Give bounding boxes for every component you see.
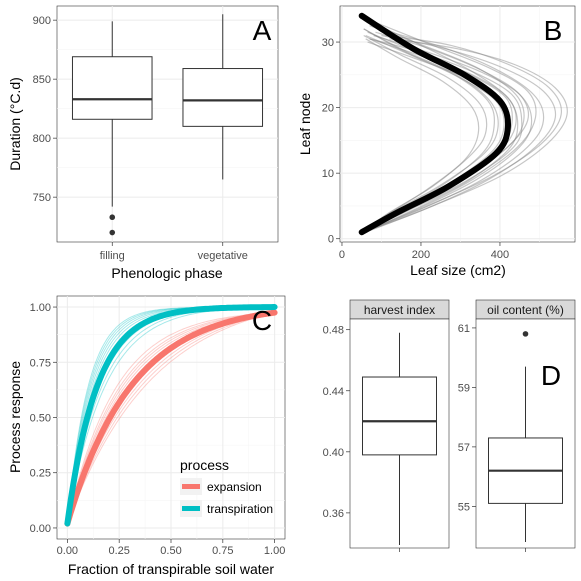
panel-b-individual-line [361,34,488,233]
panel-b-plot-area [339,5,576,243]
panel-d-y-ticks: 0.36 0.40 0.44 0.48 55 57 59 61 [323,323,526,552]
panel-a-x-axis-label: Phenologic phase [111,265,223,281]
panel-c-expansion-individual-line [66,312,275,524]
panel-c-transpiration-mean-line [64,304,278,527]
panel-d-harvest-index-y-tick-label: 0.48 [323,325,344,337]
panel-c-y-ticks: 0.00 0.25 0.50 0.75 1.00 [30,302,57,535]
panel-d-oil-content-y-tick-label: 61 [458,323,470,335]
panel-b-y-tick-label: 20 [322,103,334,115]
panel-c-y-tick-label: 1.00 [30,302,51,314]
panel-b-individual-line [363,34,557,233]
panel-c-legend: process expansion transpiration [180,457,273,517]
panel-d: harvest index oil content (%) 0.360.400.… [323,299,576,552]
panel-d-harvest-index-y-tick-label: 0.36 [323,508,344,520]
panel-c-y-tick-label: 0.00 [30,523,51,535]
panel-a-letter: A [253,15,272,46]
panel-d-boxes [362,331,563,545]
panel-b-individual-line [361,38,480,233]
panel-b-individual-line [363,21,537,233]
panel-a-y-tick-label: 750 [33,192,51,204]
panel-b-y-tick-label: 10 [322,168,334,180]
panel-b-individual-line [363,34,533,233]
panel-c-y-tick-label: 0.25 [30,468,51,480]
legend-title: process [180,457,229,473]
panel-a-boxes [71,14,264,236]
panel-d-oil-content-y-tick-label: 55 [458,501,470,513]
panel-b-individual-line [363,28,499,233]
panel-b: 0 10 20 30 0 200 400 Leaf size (cm2) Leaf nod… [297,5,576,278]
panel-a-filling-outlier [109,214,116,221]
panel-d-harvest-index-y-tick-label: 0.40 [323,447,344,459]
panel-c-lines [64,304,278,527]
facet-label-harvest-index: harvest index [364,303,435,317]
panel-b-mean-line [358,12,512,236]
panel-d-oil-content-outlier [522,331,529,337]
panel-b-individual-line [363,28,545,233]
panel-a-y-axis-label: Duration (°C.d) [7,77,23,171]
facet-label-oil-content: oil content (%) [487,303,564,317]
panel-b-x-tick-label: 0 [339,249,345,261]
legend-entry-transpiration: transpiration [207,502,273,516]
panel-b-lines [358,12,568,236]
panel-c-grid [57,296,285,539]
panel-b-x-tick-label: 200 [412,249,430,261]
panel-a-y-tick-label: 900 [33,15,51,27]
panel-a: 750 800 850 900 filling vegetative Phenologi… [7,5,279,281]
panel-c-x-tick-label: 0.00 [57,545,78,557]
panel-a-y-tick-label: 850 [33,74,51,86]
panel-a-y-ticks: 750 800 850 900 [33,15,57,204]
panel-a-x-ticks: filling vegetative [100,242,248,262]
panel-b-x-tick-label: 400 [491,249,509,261]
panel-c-x-ticks: 0.00 0.25 0.50 0.75 1.00 [57,539,285,557]
panel-d-letter: D [541,360,561,391]
panel-b-x-ticks: 0 200 400 [339,242,509,261]
panel-b-letter: B [544,15,563,46]
panel-b-individual-line [363,34,563,233]
legend-entry-expansion: expansion [207,480,262,494]
panel-a-vegetative-box [182,68,264,127]
panel-c-y-axis-label: Process response [7,361,23,473]
panel-b-y-ticks: 0 10 20 30 [322,37,340,246]
panel-d-oil-content-y-tick-label: 59 [458,382,470,394]
panel-a-filling-box [71,56,153,120]
panel-c-x-tick-label: 1.00 [264,545,285,557]
panel-c: 0.00 0.25 0.50 0.75 1.00 0.00 0.25 0.50 0.75 1.0… [7,295,285,577]
panel-b-x-axis-label: Leaf size (cm2) [410,262,506,278]
panel-b-y-tick-label: 0 [328,234,334,246]
panel-c-x-axis-label: Fraction of transpirable soil water [68,561,275,577]
panel-a-x-tick-label: vegetative [198,250,248,262]
panel-a-y-tick-label: 800 [33,133,51,145]
panel-d-oil-content-y-tick-label: 57 [458,442,470,454]
panel-c-x-tick-label: 0.75 [212,545,233,557]
panel-b-individual-line [365,38,568,233]
panel-d-harvest-index-box [362,376,437,456]
panel-c-expansion-individual-line [66,312,275,524]
panel-c-x-tick-label: 0.50 [160,545,181,557]
panel-d-harvest-index-y-tick-label: 0.44 [323,386,344,398]
panel-c-y-tick-label: 0.50 [30,413,51,425]
panel-c-x-tick-label: 0.25 [108,545,129,557]
panel-b-y-tick-label: 30 [322,37,334,49]
panel-a-filling-outlier [109,229,116,236]
panel-b-y-axis-label: Leaf node [297,93,313,155]
panel-c-expansion-mean-line [64,309,278,527]
panel-b-individual-line [361,21,519,233]
panel-a-x-tick-label: filling [100,250,125,262]
panel-c-letter: C [252,305,272,336]
panel-c-y-tick-label: 0.75 [30,357,51,369]
